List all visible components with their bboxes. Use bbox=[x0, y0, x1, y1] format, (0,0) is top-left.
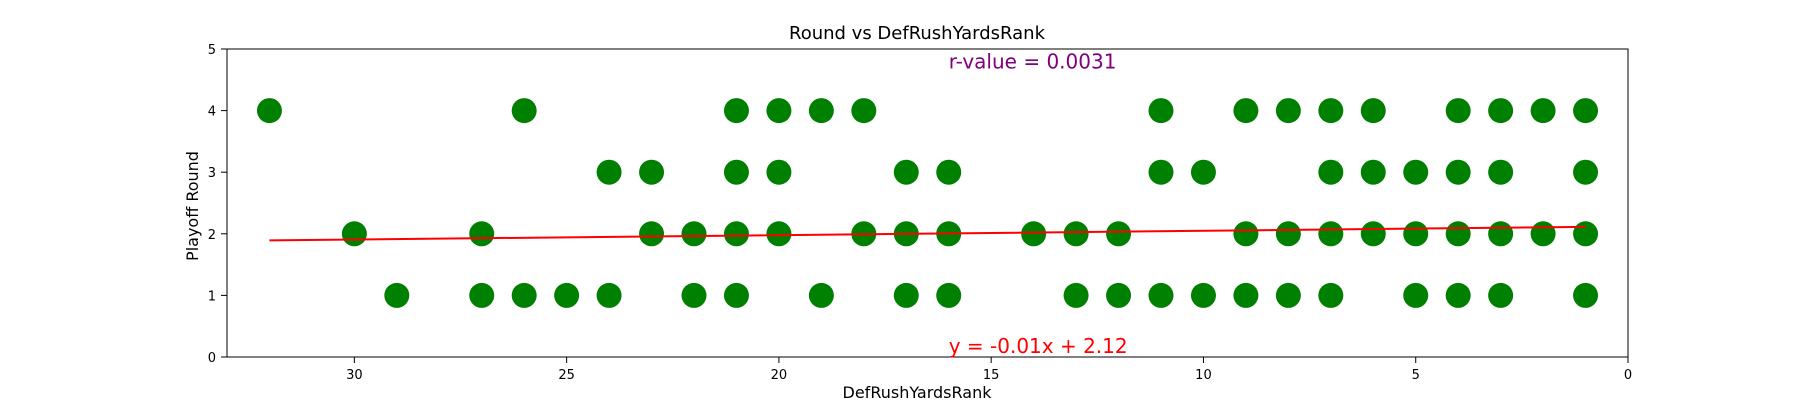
data-point bbox=[1445, 221, 1471, 247]
data-point bbox=[1275, 282, 1301, 308]
data-point bbox=[1573, 159, 1599, 185]
data-point bbox=[1403, 221, 1429, 247]
data-point bbox=[1445, 98, 1471, 124]
data-point bbox=[1318, 221, 1344, 247]
data-point bbox=[511, 98, 537, 124]
data-point bbox=[1190, 159, 1216, 185]
data-point bbox=[766, 221, 792, 247]
data-point bbox=[936, 282, 962, 308]
x-tick-label: 5 bbox=[1412, 368, 1420, 383]
data-point bbox=[681, 221, 707, 247]
data-point bbox=[596, 159, 622, 185]
data-point bbox=[1360, 98, 1386, 124]
x-tick-label: 10 bbox=[1195, 368, 1212, 383]
x-tick-label: 25 bbox=[558, 368, 575, 383]
data-point bbox=[1318, 159, 1344, 185]
plot-frame bbox=[226, 48, 1629, 358]
data-point bbox=[723, 98, 749, 124]
data-point bbox=[469, 221, 495, 247]
data-point bbox=[1190, 282, 1216, 308]
data-point bbox=[1530, 98, 1556, 124]
regression-line bbox=[269, 225, 1586, 242]
data-point bbox=[766, 98, 792, 124]
data-point bbox=[1360, 159, 1386, 185]
data-point bbox=[469, 282, 495, 308]
plot-area: 30 25 20 15 10 5 0 0 1 2 3 4 5 bbox=[208, 43, 1632, 383]
data-point bbox=[1488, 159, 1514, 185]
x-tick-label: 15 bbox=[983, 368, 1000, 383]
data-point bbox=[808, 282, 834, 308]
data-point bbox=[723, 282, 749, 308]
data-point bbox=[1488, 282, 1514, 308]
chart-title: Round vs DefRushYardsRank bbox=[789, 23, 1046, 44]
data-point bbox=[1233, 221, 1259, 247]
regression-equation-annotation: y = -0.01x + 2.12 bbox=[949, 334, 1128, 358]
data-point bbox=[1148, 159, 1174, 185]
data-point bbox=[1360, 221, 1386, 247]
data-point bbox=[639, 159, 665, 185]
y-tick-label: 2 bbox=[208, 228, 216, 243]
data-point bbox=[808, 98, 834, 124]
data-point bbox=[1106, 282, 1132, 308]
data-point bbox=[1488, 98, 1514, 124]
data-point bbox=[851, 98, 877, 124]
data-point bbox=[596, 282, 622, 308]
data-point bbox=[1573, 282, 1599, 308]
x-tick-label: 30 bbox=[346, 368, 363, 383]
data-point bbox=[554, 282, 580, 308]
data-point bbox=[1445, 282, 1471, 308]
data-point bbox=[1233, 282, 1259, 308]
data-point bbox=[1403, 159, 1429, 185]
data-point bbox=[936, 159, 962, 185]
y-tick-label: 5 bbox=[208, 43, 216, 58]
x-tick-label: 20 bbox=[771, 368, 788, 383]
data-point bbox=[511, 282, 537, 308]
y-tick-label: 3 bbox=[208, 166, 216, 181]
y-axis-label: Playoff Round bbox=[183, 151, 202, 261]
data-point bbox=[1275, 221, 1301, 247]
data-point bbox=[1148, 98, 1174, 124]
data-point bbox=[1233, 98, 1259, 124]
y-tick-label: 1 bbox=[208, 289, 216, 304]
data-point bbox=[1573, 98, 1599, 124]
data-point bbox=[341, 221, 367, 247]
x-tick-label: 0 bbox=[1624, 368, 1632, 383]
data-point bbox=[1403, 282, 1429, 308]
data-point bbox=[1106, 221, 1132, 247]
data-point bbox=[723, 159, 749, 185]
data-point bbox=[681, 282, 707, 308]
data-point bbox=[766, 159, 792, 185]
data-point bbox=[1063, 221, 1089, 247]
data-point bbox=[723, 221, 749, 247]
data-point bbox=[384, 282, 410, 308]
data-point bbox=[893, 282, 919, 308]
data-point bbox=[256, 98, 282, 124]
data-point bbox=[1318, 282, 1344, 308]
data-point bbox=[1573, 221, 1599, 247]
data-point bbox=[1488, 221, 1514, 247]
x-axis-label: DefRushYardsRank bbox=[843, 383, 993, 400]
data-point bbox=[1530, 221, 1556, 247]
r-value-annotation: r-value = 0.0031 bbox=[949, 49, 1117, 73]
data-point bbox=[1275, 98, 1301, 124]
y-tick-label: 0 bbox=[208, 351, 216, 366]
data-point bbox=[1063, 282, 1089, 308]
data-point bbox=[1148, 282, 1174, 308]
data-point bbox=[1021, 221, 1047, 247]
data-point bbox=[1445, 159, 1471, 185]
y-tick-label: 4 bbox=[208, 105, 216, 120]
data-point bbox=[639, 221, 665, 247]
data-point bbox=[893, 159, 919, 185]
data-point bbox=[1318, 98, 1344, 124]
